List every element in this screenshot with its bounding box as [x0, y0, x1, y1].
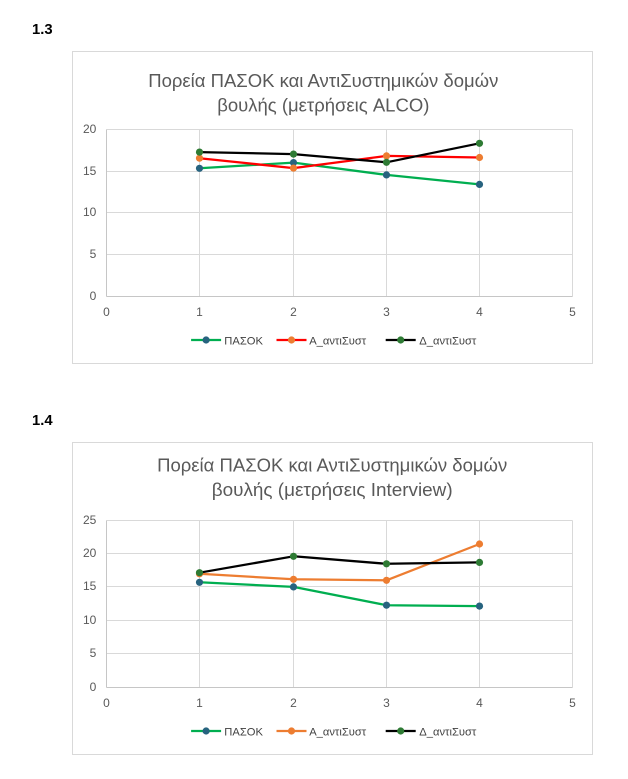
svg-text:2: 2 [290, 305, 297, 319]
svg-text:Δ_αντιΣυστ: Δ_αντιΣυστ [419, 726, 477, 738]
svg-text:Α_αντιΣυστ: Α_αντιΣυστ [309, 335, 367, 347]
svg-text:ΠΑΣΟΚ: ΠΑΣΟΚ [224, 726, 263, 738]
svg-text:5: 5 [569, 305, 576, 319]
svg-text:5: 5 [569, 696, 576, 710]
svg-text:βουλής (μετρήσεις Interview): βουλής (μετρήσεις Interview) [212, 480, 453, 501]
svg-text:ΠΑΣΟΚ: ΠΑΣΟΚ [224, 335, 263, 347]
svg-text:4: 4 [476, 305, 483, 319]
svg-text:3: 3 [383, 305, 390, 319]
svg-text:10: 10 [83, 205, 97, 219]
svg-text:1: 1 [196, 696, 203, 710]
svg-text:Δ_αντιΣυστ: Δ_αντιΣυστ [419, 335, 477, 347]
svg-text:10: 10 [83, 613, 97, 627]
svg-text:20: 20 [83, 122, 97, 136]
svg-text:Πορεία ΠΑΣΟΚ και ΑντιΣυστημικώ: Πορεία ΠΑΣΟΚ και ΑντιΣυστημικών δομών [148, 70, 498, 91]
svg-text:1: 1 [196, 305, 203, 319]
svg-text:Πορεία ΠΑΣΟΚ και ΑντιΣυστημικώ: Πορεία ΠΑΣΟΚ και ΑντιΣυστημικών δομών [157, 455, 507, 476]
svg-text:3: 3 [383, 696, 390, 710]
svg-text:2: 2 [290, 696, 297, 710]
svg-text:1.3: 1.3 [32, 22, 53, 38]
svg-text:25: 25 [83, 513, 97, 527]
svg-text:20: 20 [83, 546, 97, 560]
svg-text:βουλής (μετρήσεις ALCO): βουλής (μετρήσεις ALCO) [217, 95, 429, 116]
svg-text:5: 5 [90, 247, 97, 261]
svg-text:4: 4 [476, 696, 483, 710]
svg-text:0: 0 [90, 680, 97, 694]
svg-text:0: 0 [103, 305, 110, 319]
svg-text:Α_αντιΣυστ: Α_αντιΣυστ [309, 726, 367, 738]
svg-text:15: 15 [83, 164, 97, 178]
svg-text:5: 5 [90, 646, 97, 660]
svg-text:15: 15 [83, 579, 97, 593]
svg-text:0: 0 [90, 289, 97, 303]
svg-text:0: 0 [103, 696, 110, 710]
svg-text:1.4: 1.4 [32, 413, 53, 429]
